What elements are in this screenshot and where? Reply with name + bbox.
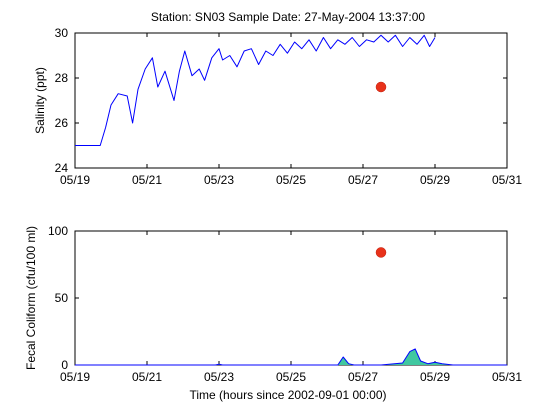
x-tick-label: 05/27	[348, 173, 378, 187]
y-tick-label: 26	[55, 116, 69, 130]
x-tick-label: 05/19	[60, 370, 90, 384]
fecal-coliform-plot: 05/19 05/21 05/23 05/25 05/27 05/29 05/31 0 50 10…	[24, 224, 522, 384]
axes-box	[74, 230, 508, 366]
x-tick-label: 05/19	[60, 173, 90, 187]
x-tick-label: 05/21	[132, 173, 162, 187]
y-tick-label: 0	[61, 358, 68, 372]
series-line	[75, 34, 436, 146]
figure-title: Station: SN03 Sample Date: 27-May-2004 1…	[151, 10, 425, 24]
sample-marker	[375, 247, 387, 258]
x-tick-label: 05/23	[204, 370, 234, 384]
y-tick-label: 100	[48, 224, 68, 238]
y-axis-label: Fecal Coliform (cfu/100 ml)	[24, 226, 38, 370]
x-tick-label: 05/27	[348, 370, 378, 384]
y-tick-label: 50	[55, 291, 69, 305]
x-tick-label: 05/29	[420, 173, 450, 187]
x-tick-label: 05/21	[132, 370, 162, 384]
y-tick-label: 28	[55, 71, 69, 85]
x-tick-label: 05/29	[420, 370, 450, 384]
x-tick-label: 05/31	[492, 173, 522, 187]
series-line	[75, 348, 507, 366]
y-axis-label: Salinity (ppt)	[33, 67, 47, 134]
x-axis-label: Time (hours since 2002-09-01 00:00)	[190, 388, 387, 402]
axes-box	[74, 32, 508, 169]
y-tick-label: 30	[55, 26, 69, 40]
y-tick-label: 24	[55, 161, 69, 175]
x-tick-label: 05/25	[276, 370, 306, 384]
x-tick-label: 05/23	[204, 173, 234, 187]
x-tick-label: 05/25	[276, 173, 306, 187]
x-tick-label: 05/31	[492, 370, 522, 384]
salinity-plot: 05/19 05/21 05/23 05/25 05/27 05/29 05/31 24 26 2…	[33, 26, 522, 187]
sample-marker	[375, 81, 387, 93]
